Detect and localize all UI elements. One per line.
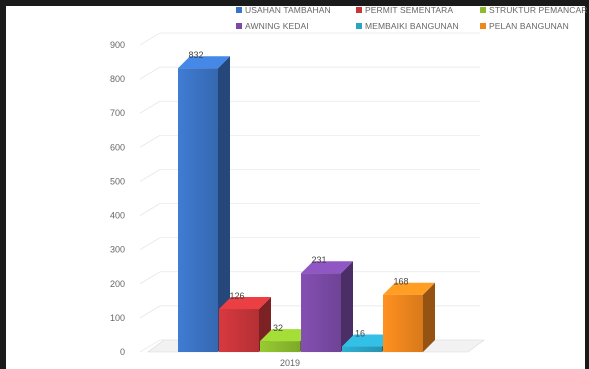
y-tick-label: 500 xyxy=(110,176,125,186)
bar-side xyxy=(341,261,353,352)
data-label: 126 xyxy=(229,291,244,301)
gridline-diagonal xyxy=(139,66,161,80)
bar-front xyxy=(178,68,218,352)
bar-top xyxy=(178,56,230,69)
gridline-diagonal xyxy=(139,203,161,216)
legend-swatch xyxy=(480,23,486,29)
legend-item: USAHAN TAMBAHAN xyxy=(236,5,331,15)
bar-awning-kedai xyxy=(301,261,353,352)
legend: USAHAN TAMBAHAN PERMIT SEMENTARA STRUKTUR … xyxy=(236,5,588,31)
gridline-diagonal xyxy=(139,237,161,250)
bar-top xyxy=(383,282,435,295)
legend-swatch xyxy=(236,7,242,13)
legend-swatch xyxy=(236,23,242,29)
legend-swatch xyxy=(480,7,486,13)
data-label: 231 xyxy=(311,255,326,265)
y-tick-label: 0 xyxy=(120,347,125,357)
y-tick-label: 900 xyxy=(110,40,125,50)
legend-swatch xyxy=(356,7,362,13)
data-label: 16 xyxy=(355,329,365,339)
bar-pelan-bangunan xyxy=(383,282,435,352)
legend-item: PELAN BANGUNAN xyxy=(480,21,569,31)
bar-front xyxy=(342,346,382,352)
gridline-diagonal xyxy=(139,339,161,353)
bar-top xyxy=(301,261,353,274)
legend-swatch xyxy=(356,23,362,29)
legend-label: PERMIT SEMENTARA xyxy=(365,5,453,15)
bar-side xyxy=(423,282,435,352)
legend-label: PELAN BANGUNAN xyxy=(489,21,569,31)
y-tick-label: 100 xyxy=(110,313,125,323)
bar-top xyxy=(219,297,271,310)
legend-item: AWNING KEDAI xyxy=(236,21,309,31)
gridline-diagonal xyxy=(139,135,161,148)
legend-label: STRUKTUR PEMANCAR xyxy=(489,5,588,15)
data-label: 168 xyxy=(393,277,408,287)
x-tick-label: 2019 xyxy=(280,358,300,368)
bar-top xyxy=(260,329,312,342)
bar-permit-sementara xyxy=(219,297,271,352)
y-tick-label: 700 xyxy=(110,108,125,118)
gridline-diagonal xyxy=(139,169,161,182)
legend-item: STRUKTUR PEMANCAR xyxy=(480,5,588,15)
y-tick-label: 800 xyxy=(110,74,125,84)
y-tick-label: 200 xyxy=(110,279,125,289)
bar-side xyxy=(218,56,230,352)
data-labels: 832 126 32 231 16 168 xyxy=(188,50,408,338)
bars xyxy=(178,56,435,352)
bar-front xyxy=(383,294,423,352)
bar-top xyxy=(342,334,394,347)
bar-front xyxy=(301,273,341,352)
legend-label: USAHAN TAMBAHAN xyxy=(245,5,331,15)
y-tick-label: 300 xyxy=(110,245,125,255)
gridline-diagonal xyxy=(139,305,161,319)
bar-front xyxy=(219,309,259,352)
gridline-diagonal xyxy=(139,100,161,114)
legend-label: AWNING KEDAI xyxy=(245,21,309,31)
y-tick-label: 600 xyxy=(110,142,125,152)
bar-usahan-tambahan xyxy=(178,56,230,352)
gridline-diagonal xyxy=(139,271,161,285)
gridline-diagonal xyxy=(139,32,161,46)
legend-item: MEMBAIKI BANGUNAN xyxy=(356,21,459,31)
y-axis: 0 100 200 300 400 500 600 700 800 900 xyxy=(110,40,125,357)
data-label: 32 xyxy=(273,323,283,333)
x-axis: 2019 xyxy=(280,358,300,368)
bar-front xyxy=(260,341,300,352)
legend-item: PERMIT SEMENTARA xyxy=(356,5,453,15)
y-tick-label: 400 xyxy=(110,211,125,221)
data-label: 832 xyxy=(188,50,203,60)
legend-label: MEMBAIKI BANGUNAN xyxy=(365,21,459,31)
